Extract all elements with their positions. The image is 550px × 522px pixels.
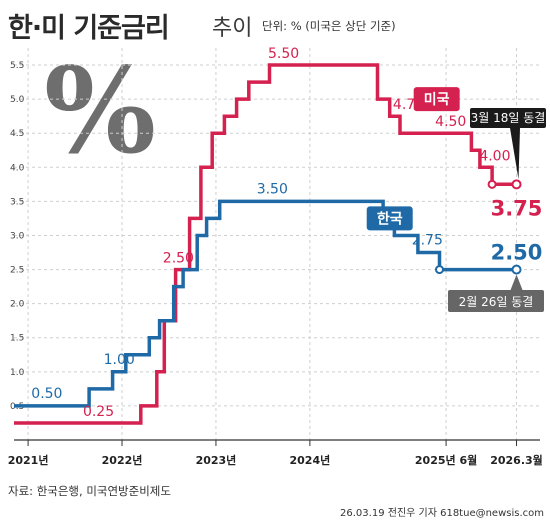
- korea-freeze-marker: [434, 265, 444, 275]
- korea-badge: [366, 206, 413, 231]
- us-value-label: 0.25: [83, 404, 114, 420]
- x-tick-label: 2022년: [102, 453, 143, 467]
- chart-series: [14, 63, 517, 425]
- y-tick-label: 1.0: [10, 368, 25, 378]
- us-current-rate: 3.75: [491, 196, 543, 220]
- y-axis: 0.51.01.52.02.53.03.54.04.55.05.5: [10, 61, 25, 412]
- x-tick-label: 2021년: [8, 453, 49, 467]
- korea-end-marker: [511, 264, 522, 275]
- korea-value-label: 0.50: [31, 386, 62, 402]
- x-tick-label: 2023년: [196, 453, 237, 467]
- y-tick-label: 3.5: [10, 197, 24, 207]
- y-tick-label: 2.0: [10, 300, 25, 310]
- korea-value-label: 2.75: [412, 233, 443, 249]
- us-freeze-marker: [487, 179, 497, 189]
- y-tick-label: 3.0: [10, 231, 25, 241]
- us-end-marker: [511, 179, 522, 190]
- byline: 26.03.19 전진우 기자 618tue@newsis.com: [340, 508, 544, 519]
- korea-callout-box: [448, 290, 544, 312]
- korea-callout-label: 2월 26일 동결: [459, 295, 534, 309]
- us-callout-pointer: [510, 128, 520, 180]
- page-subtitle: 추이: [212, 16, 253, 41]
- us-value-label: 4.50: [435, 114, 466, 130]
- y-tick-label: 4.0: [10, 163, 25, 173]
- y-tick-label: 5.5: [10, 61, 24, 71]
- us-value-label: 4.00: [479, 148, 510, 164]
- korea-current-rate: 2.50: [491, 241, 543, 265]
- us-value-label: 5.50: [268, 46, 299, 62]
- y-tick-label: 5.0: [10, 95, 25, 105]
- x-tick-label: 2024년: [290, 453, 331, 467]
- y-tick-label: 4.5: [10, 129, 24, 139]
- us-callout-label: 3월 18일 동결: [471, 111, 546, 125]
- x-tick-label: 2025년 6월: [415, 453, 477, 467]
- y-tick-label: 1.5: [10, 334, 24, 344]
- percent-decoration: %: [44, 41, 157, 180]
- korea-value-label: 1.00: [104, 352, 135, 368]
- x-axis: 2021년 2022년 2023년 2024년 2025년 6월 2026.3월: [8, 439, 543, 467]
- korea-badge-label: 한국: [377, 211, 403, 227]
- source-note: 자료: 한국은행, 미국연방준비제도: [8, 484, 171, 498]
- y-tick-label: 2.5: [10, 266, 24, 276]
- page-title: 한·미 기준금리: [8, 13, 170, 44]
- korea-callout-pointer: [510, 274, 523, 290]
- us-badge-label: 미국: [424, 92, 450, 108]
- chart-grid: [14, 48, 540, 440]
- us-callout-box: [470, 108, 546, 128]
- unit-note: 단위: % (미국은 상단 기준): [262, 19, 396, 33]
- korea-rate-line: [14, 199, 517, 408]
- us-value-label: 2.50: [163, 251, 194, 267]
- x-tick-label: 2026.3월: [490, 453, 543, 467]
- us-rate-line: [14, 63, 517, 425]
- us-badge: [413, 87, 460, 112]
- korea-value-label: 3.50: [257, 181, 288, 197]
